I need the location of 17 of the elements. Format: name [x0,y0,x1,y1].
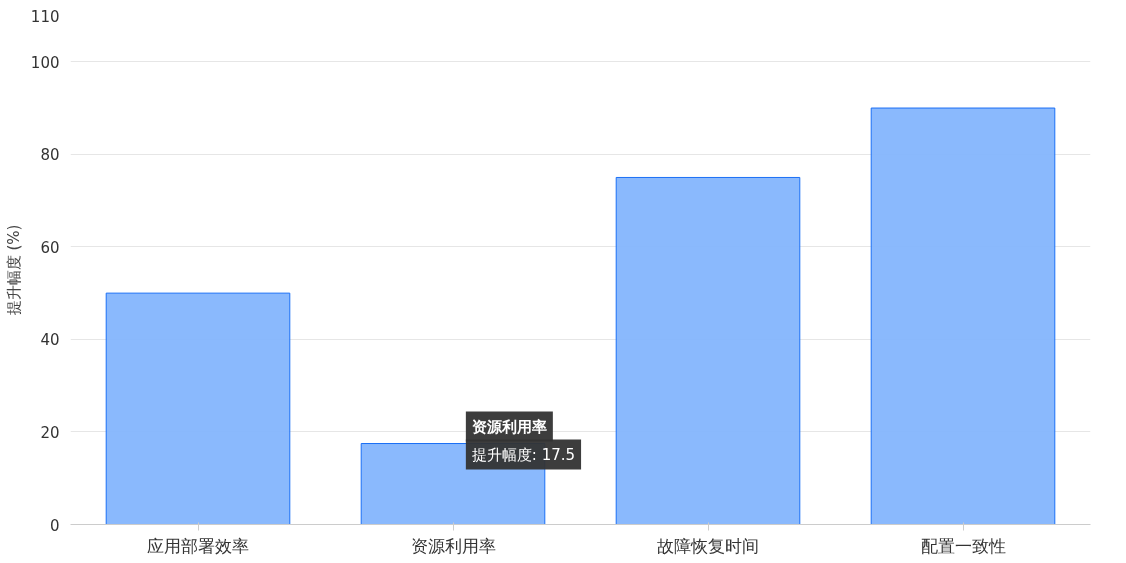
bar [105,292,291,525]
x-tick-label: 故障恢复时间 [657,535,759,556]
annotation: 提升幅度: 17.5 [471,445,576,464]
x-tick-label: 配置一致性 [920,535,1006,556]
bar [615,176,801,525]
y-axis-title: 提升幅度 (%) [4,224,23,316]
y-tick-label: 20 [40,423,60,442]
y-tick-label: 80 [40,146,60,165]
y-tick-label: 110 [30,7,60,26]
y-tick-label: 60 [40,238,60,257]
y-tick-label: 40 [40,331,60,350]
x-tick-label: 应用部署效率 [147,535,249,556]
y-tick-label: 100 [30,53,60,72]
annotation: 资源利用率 [471,417,547,436]
y-tick-label: 0 [49,516,60,535]
x-tick-label: 资源利用率 [410,535,496,556]
bar [870,107,1056,525]
